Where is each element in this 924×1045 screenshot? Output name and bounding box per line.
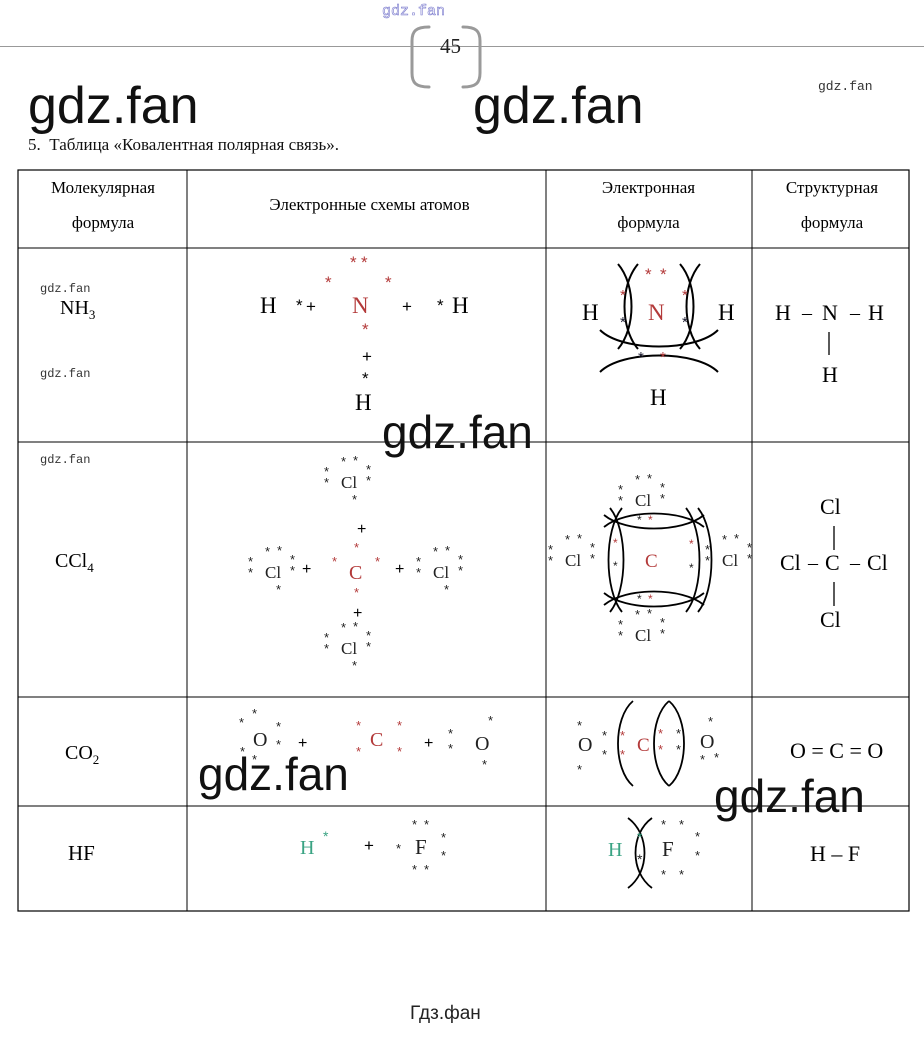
svg-text:*: * xyxy=(637,851,643,867)
svg-text:*: * xyxy=(695,829,700,844)
svg-text:*: * xyxy=(661,867,666,882)
svg-text:H: H xyxy=(608,839,622,861)
svg-text:*: * xyxy=(661,817,666,832)
svg-text:F: F xyxy=(662,837,674,861)
svg-text:*: * xyxy=(679,817,684,832)
svg-text:*: * xyxy=(637,829,643,845)
svg-text:*: * xyxy=(695,848,700,863)
svg-text:*: * xyxy=(679,867,684,882)
